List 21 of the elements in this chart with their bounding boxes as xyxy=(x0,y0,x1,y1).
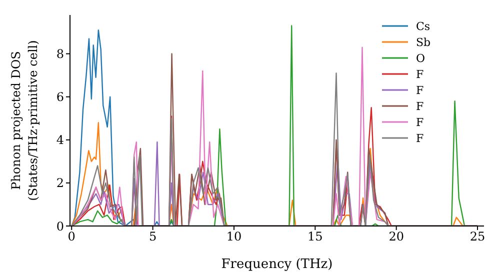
x-tick-label: 20 xyxy=(388,230,404,244)
legend-label: F xyxy=(416,100,424,112)
x-tick-label: 25 xyxy=(470,230,486,244)
y-tick-label: 2 xyxy=(56,176,64,190)
legend-label: F xyxy=(416,132,424,144)
x-tick-label: 5 xyxy=(148,230,157,244)
x-tick-label: 0 xyxy=(68,230,76,244)
x-axis-title: Frequency (THz) xyxy=(221,257,333,272)
legend-label: F xyxy=(416,116,424,128)
legend-label: Cs xyxy=(416,20,430,32)
y-tick-label: 4 xyxy=(56,133,64,148)
legend-label: O xyxy=(416,52,426,64)
y-axis-title: Phonon projected DOS (States/THz·primitive cell) xyxy=(9,40,40,201)
legend-label: Sb xyxy=(416,36,431,48)
y-tick-label: 6 xyxy=(56,90,64,104)
x-tick-label: 10 xyxy=(226,230,242,244)
y-tick-label: 0 xyxy=(56,219,64,234)
y-tick-label: 8 xyxy=(56,47,64,62)
x-tick-label: 15 xyxy=(308,230,323,244)
legend-label: F xyxy=(416,68,424,80)
legend-label: F xyxy=(416,84,424,96)
